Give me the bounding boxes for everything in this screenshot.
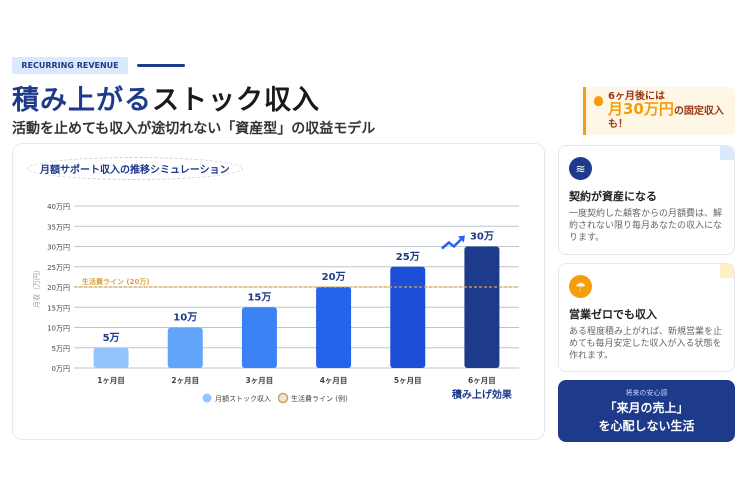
section-badge: RECURRING REVENUE xyxy=(12,57,128,74)
legend-swatch-line xyxy=(277,392,289,404)
trend-arrow-icon xyxy=(441,237,463,250)
layers-icon: ≋ xyxy=(569,157,592,180)
feature-card-passive: ☂ 営業ゼロでも収入 ある程度積み上がれば、新規営業を止めても毎月安定した収入が… xyxy=(558,263,735,372)
bar xyxy=(93,347,129,368)
bar xyxy=(241,307,277,368)
card-title: 営業ゼロでも収入 xyxy=(569,308,657,321)
cta-line1: 「来月の売上」 xyxy=(604,401,689,415)
card-title: 契約が資産になる xyxy=(569,190,657,203)
beach-umbrella-icon: ☂ xyxy=(569,275,592,298)
y-tick-label: 30万円 xyxy=(47,244,70,252)
legend-label: 月額ストック収入 xyxy=(215,394,271,403)
divider xyxy=(137,64,185,67)
x-tick-label: 1ヶ月目 xyxy=(97,376,125,385)
x-tick-label: 4ヶ月目 xyxy=(320,376,348,385)
reference-line-label: 生活費ライン (20万) xyxy=(82,277,150,286)
data-label: 30万 xyxy=(470,231,494,243)
subtitle: 活動を止めても収入が途切れない「資産型」の収益モデル xyxy=(12,121,376,137)
feature-card-asset: ≋ 契約が資産になる 一度契約した顧客からの月額費は、解約されない限り毎月あなた… xyxy=(558,145,735,255)
data-label: 10万 xyxy=(173,312,197,324)
trend-arrow-head xyxy=(457,235,465,243)
x-tick-label: 5ヶ月目 xyxy=(394,376,422,385)
cta-line2: を心配しない生活 xyxy=(598,419,695,433)
y-tick-label: 35万円 xyxy=(47,223,70,231)
income-callout: 6ヶ月後には 月30万円の固定収入 も！ xyxy=(583,87,735,135)
y-tick-label: 25万円 xyxy=(47,264,70,272)
data-label: 20万 xyxy=(322,271,346,283)
y-tick-label: 20万円 xyxy=(47,284,70,292)
legend-swatch-bars xyxy=(202,393,212,403)
y-axis-label: 月収（万円） xyxy=(33,266,41,308)
callout-amount: 月30万円 xyxy=(608,100,674,118)
callout-line1: 6ヶ月後には xyxy=(608,91,665,102)
lightbulb-icon xyxy=(594,96,603,106)
annotation: 積み上げ効果 xyxy=(451,388,513,401)
y-tick-label: 40万円 xyxy=(47,203,70,211)
legend-label: 生活費ライン (例) xyxy=(291,394,348,403)
y-tick-label: 15万円 xyxy=(47,304,70,312)
data-label: 5万 xyxy=(103,332,120,344)
callout-line2: の固定収入 xyxy=(673,106,724,117)
title-highlight: 積み上がる xyxy=(12,85,152,116)
bar-chart: 0万円 5万円 10万円 15万円 20万円 25万円 30万円 35万円 40万円月収（万円）… xyxy=(33,203,519,404)
chart-card: 月額サポート収入の推移シミュレーション 0万円 5万円 10万円 15万円 20万円 25… xyxy=(12,143,545,440)
cta-small: 将来の安心感 xyxy=(625,389,668,397)
bar xyxy=(390,266,426,368)
x-tick-label: 3ヶ月目 xyxy=(246,376,274,385)
card-corner-accent xyxy=(720,146,734,160)
bar xyxy=(464,246,500,368)
bar xyxy=(167,327,203,368)
y-tick-label: 10万円 xyxy=(47,325,70,333)
chart-title: 月額サポート収入の推移シミュレーション xyxy=(27,157,243,180)
data-label: 25万 xyxy=(396,251,420,263)
x-tick-label: 2ヶ月目 xyxy=(171,376,199,385)
callout-line3: も！ xyxy=(608,119,628,130)
card-text: ある程度積み上がれば、新規営業を止めても毎月安定した収入が入る状態を作れます。 xyxy=(569,327,723,361)
data-label: 15万 xyxy=(247,291,271,303)
y-tick-label: 0万円 xyxy=(52,365,70,373)
cta-banner: 将来の安心感 「来月の売上」 を心配しない生活 xyxy=(558,380,735,442)
page-title: 積み上がるストック収入 xyxy=(12,78,320,117)
title-rest: ストック収入 xyxy=(152,85,320,116)
card-text: 一度契約した顧客からの月額費は、解約されない限り毎月あなたの収入になります。 xyxy=(569,209,723,243)
card-corner-accent xyxy=(720,264,734,278)
y-tick-label: 5万円 xyxy=(52,345,70,353)
x-tick-label: 6ヶ月目 xyxy=(468,376,496,385)
bar xyxy=(316,287,352,368)
